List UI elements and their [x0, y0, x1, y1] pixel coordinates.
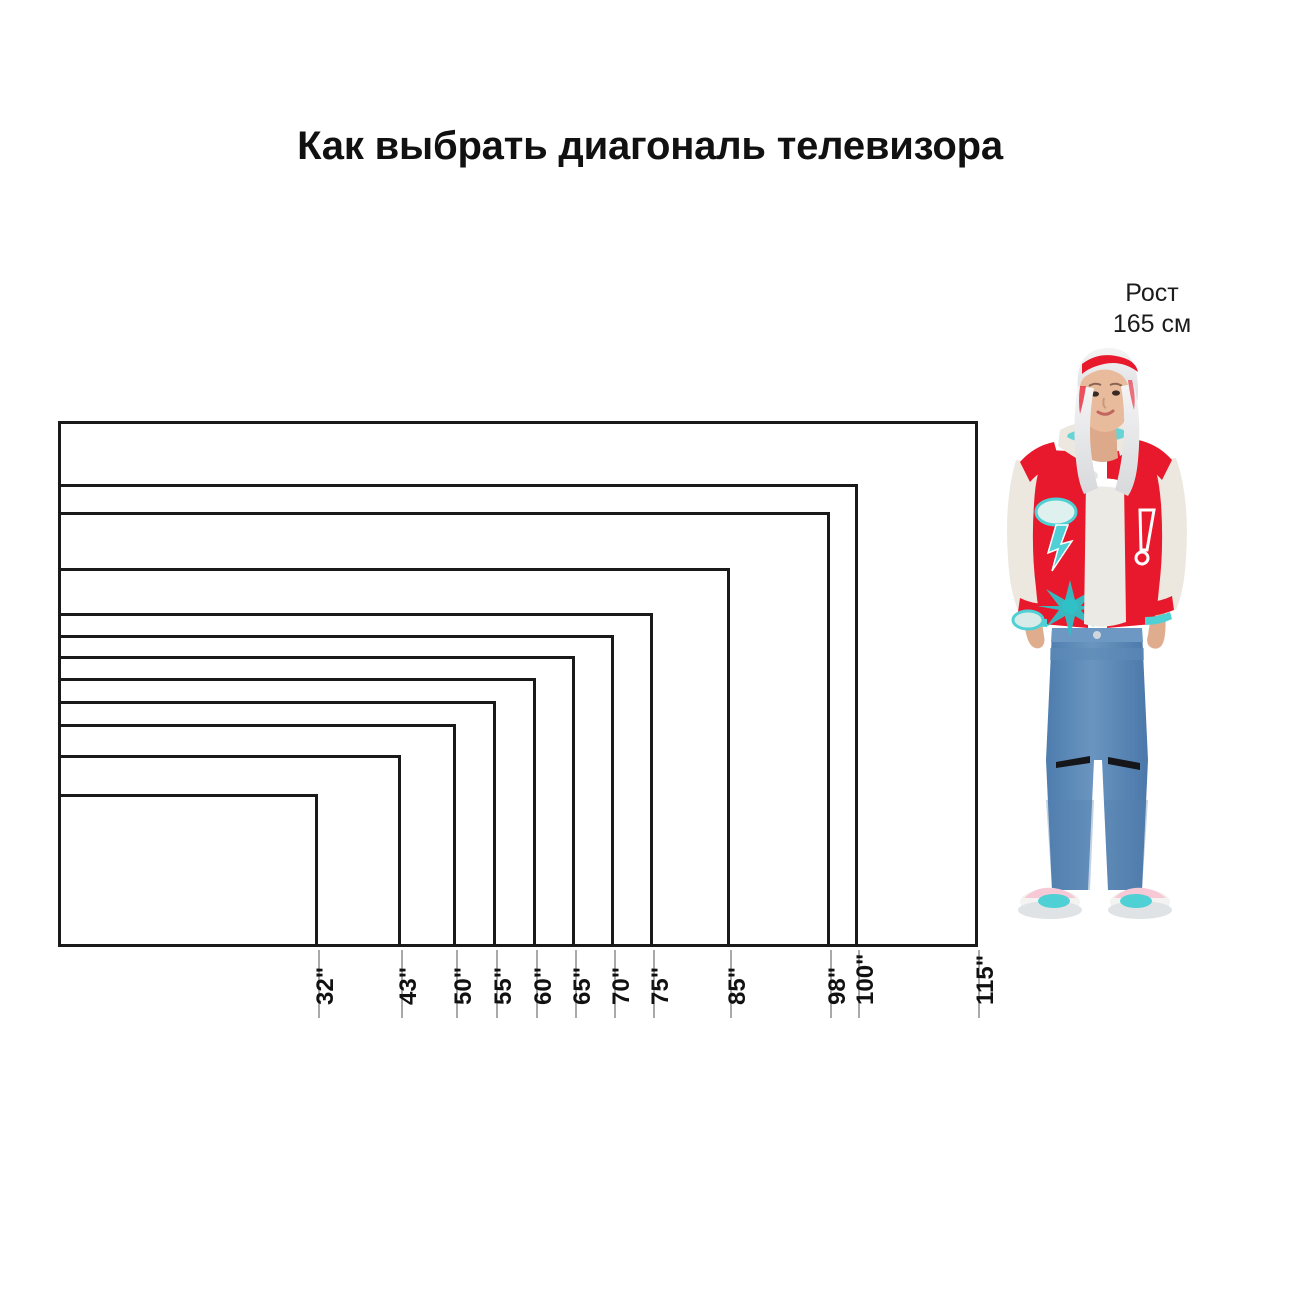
tick-line-60 [536, 950, 538, 1018]
tv-outline-32 [58, 794, 318, 947]
jacket-patch-oval [1011, 609, 1045, 631]
person-caption-line2: 165 см [1112, 310, 1192, 338]
tick-label-50: 50" [450, 966, 477, 1005]
person-reference-figure [990, 330, 1205, 955]
tick-label-70: 70" [608, 966, 635, 1005]
tick-line-115 [978, 950, 980, 1018]
jacket-patch-number [1134, 508, 1156, 566]
tick-line-75 [653, 950, 655, 1018]
tick-line-43 [401, 950, 403, 1018]
tick-line-55 [496, 950, 498, 1018]
tick-label-60: 60" [530, 966, 557, 1005]
tick-label-65: 65" [569, 966, 596, 1005]
tick-label-43: 43" [395, 966, 422, 1005]
tick-label-85: 85" [724, 966, 751, 1005]
tick-line-85 [730, 950, 732, 1018]
tick-line-50 [456, 950, 458, 1018]
tick-line-70 [614, 950, 616, 1018]
person-height-caption: Рост 165 см [1062, 278, 1242, 340]
tick-line-32 [318, 950, 320, 1018]
crop-top [1084, 478, 1126, 627]
tick-line-98 [830, 950, 832, 1018]
jacket-patch-cloud [1034, 497, 1078, 572]
sneakers [1018, 887, 1172, 919]
tick-label-115: 115" [972, 954, 999, 1005]
page-title: Как выбрать диагональ телевизора [297, 124, 1003, 168]
person-caption-line1: Рост [1125, 279, 1179, 307]
jeans [1046, 628, 1148, 890]
hair [1074, 347, 1140, 496]
tick-label-75: 75" [647, 966, 674, 1005]
tick-line-65 [575, 950, 577, 1018]
tick-label-32: 32" [312, 966, 339, 1005]
tick-label-98: 98" [824, 966, 851, 1005]
tick-label-100: 100" [852, 953, 879, 1005]
tick-label-55: 55" [490, 966, 517, 1005]
head [1078, 364, 1132, 462]
tick-line-100 [858, 950, 860, 1018]
